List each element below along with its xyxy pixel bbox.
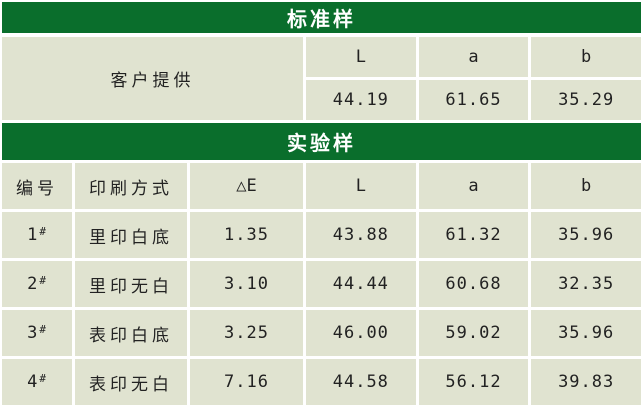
standard-row-label: 客户提供 — [2, 37, 303, 120]
table-row-3-b: 35.96 — [531, 310, 641, 356]
table-row-4-id: 4 # — [2, 359, 72, 405]
table-row-2-deltaE: 3.10 — [190, 261, 303, 307]
table-row-4-deltaE: 7.16 — [190, 359, 303, 405]
row-4-hash-mark: # — [39, 371, 47, 385]
standard-value-L: 44.19 — [306, 80, 416, 120]
exp-col-header-b: b — [531, 163, 641, 209]
table-row-1-id: 1 # — [2, 212, 72, 258]
table-row-1-deltaE: 1.35 — [190, 212, 303, 258]
table-row-2-b: 32.35 — [531, 261, 641, 307]
experiment-sample-table: 编号 印刷方式 △E L a b 1 # 里印白底 1.35 43.88 61.3… — [2, 163, 641, 405]
table-row-2-L: 44.44 — [306, 261, 416, 307]
table-row-3-deltaE: 3.25 — [190, 310, 303, 356]
table-row-1-b: 35.96 — [531, 212, 641, 258]
experiment-sample-title: 实验样 — [287, 133, 356, 155]
table-row-4-b: 39.83 — [531, 359, 641, 405]
exp-col-header-deltaE: △E — [190, 163, 303, 209]
table-row-4-method: 表印无白 — [75, 359, 187, 405]
row-1-number: 1 — [27, 225, 39, 245]
standard-sample-header: 标准样 — [2, 2, 641, 33]
table-row-1-method: 里印白底 — [75, 212, 187, 258]
table-row-2-a: 60.68 — [418, 261, 529, 307]
experiment-sample-header: 实验样 — [2, 123, 641, 160]
row-1-hash-mark: # — [39, 224, 47, 238]
row-3-hash-mark: # — [39, 322, 47, 336]
row-2-number: 2 — [27, 274, 39, 294]
table-row-3-L: 46.00 — [306, 310, 416, 356]
table-row-3-a: 59.02 — [418, 310, 529, 356]
standard-sample-title: 标准样 — [287, 9, 356, 31]
row-4-number: 4 — [27, 372, 39, 392]
exp-col-header-a: a — [418, 163, 529, 209]
row-3-number: 3 — [27, 323, 39, 343]
exp-col-header-id: 编号 — [2, 163, 72, 209]
exp-col-header-L: L — [306, 163, 416, 209]
table-row-3-method: 表印白底 — [75, 310, 187, 356]
table-row-4-L: 44.58 — [306, 359, 416, 405]
row-2-hash-mark: # — [39, 273, 47, 287]
table-row-1-L: 43.88 — [306, 212, 416, 258]
table-row-2-method: 里印无白 — [75, 261, 187, 307]
standard-col-header-b: b — [531, 37, 641, 77]
standard-sample-table: 客户提供 L a b 44.19 61.65 35.29 — [2, 37, 641, 120]
standard-value-a: 61.65 — [418, 80, 529, 120]
table-row-1-a: 61.32 — [418, 212, 529, 258]
exp-col-header-method: 印刷方式 — [75, 163, 187, 209]
standard-col-header-a: a — [418, 37, 529, 77]
table-row-3-id: 3 # — [2, 310, 72, 356]
standard-value-b: 35.29 — [531, 80, 641, 120]
standard-col-header-L: L — [306, 37, 416, 77]
table-row-2-id: 2 # — [2, 261, 72, 307]
table-row-4-a: 56.12 — [418, 359, 529, 405]
